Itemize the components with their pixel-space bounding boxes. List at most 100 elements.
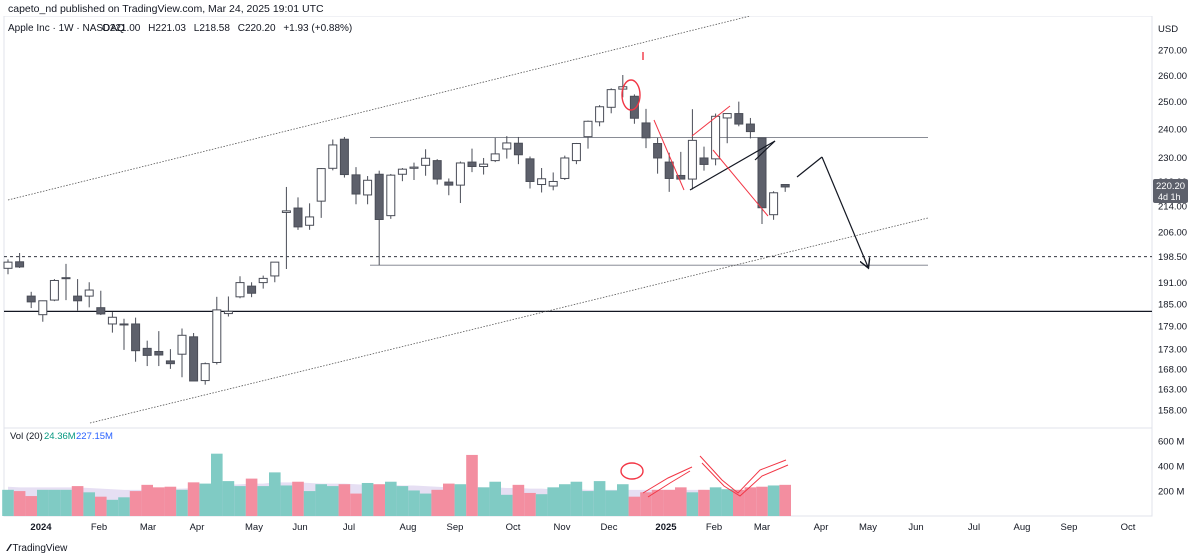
price-axis[interactable]: USD 270.00260.00250.00240.00230.00222.00…: [1158, 24, 1187, 417]
volume-bar: [628, 496, 641, 516]
candle: [502, 136, 512, 159]
legend-h-value: 221.03: [155, 23, 186, 34]
volume-bar: [176, 489, 188, 516]
candle-body: [258, 277, 268, 284]
volume-bar: [373, 484, 385, 516]
volume-tick-label: 600 M: [1158, 437, 1184, 448]
time-tick-label: Sep: [447, 522, 464, 533]
volume-red-lines-3: [699, 455, 787, 494]
candle-body: [606, 89, 616, 108]
candle: [49, 279, 59, 302]
candle: [513, 136, 523, 165]
candle-body: [641, 122, 651, 139]
last-price-tag: 220.20 4d 1h: [1153, 178, 1188, 203]
price-tick-label: 230.00: [1158, 153, 1187, 164]
volume-axis[interactable]: 600 M 400 M 200 M: [1158, 437, 1184, 498]
time-tick-label: 2024: [30, 522, 52, 533]
candle-body: [305, 216, 315, 226]
volume-legend-ma: 227.15M: [76, 431, 113, 442]
volume-bar: [593, 481, 606, 516]
legend: Apple Inc · 1W · NASDAQ O221.00 H221.03 …: [8, 23, 352, 34]
candle: [189, 333, 199, 382]
volume-bar: [408, 490, 420, 516]
candle-body: [247, 285, 257, 294]
bottom-bar: ⁄⁄ TradingView: [0, 539, 1200, 559]
candle-body: [154, 350, 164, 356]
candle: [200, 362, 210, 385]
volume-bar: [37, 489, 49, 516]
candle: [606, 88, 616, 114]
annotations: [7, 16, 929, 498]
volume-bar: [141, 484, 153, 516]
volume-bar: [512, 484, 525, 516]
candle: [212, 296, 222, 365]
candle-body: [363, 179, 373, 196]
volume-bar: [570, 481, 583, 516]
tradingview-logo[interactable]: ⁄⁄ TradingView: [8, 543, 67, 554]
volume-bar: [106, 499, 119, 516]
candle-body: [212, 309, 222, 363]
legend-c-label: C: [238, 23, 245, 34]
candle: [687, 109, 697, 190]
candle-body: [780, 184, 790, 188]
volume-legend: Vol (20) 24.36M 227.15M: [10, 431, 113, 442]
candle-body: [629, 95, 639, 119]
volume-bar: [257, 486, 269, 516]
candle-body: [142, 347, 152, 356]
price-tick-label: 191.00: [1158, 278, 1187, 289]
candle: [432, 159, 442, 185]
time-tick-label: Sep: [1061, 522, 1078, 533]
legend-l-label: L: [194, 23, 200, 34]
candle-body: [583, 120, 593, 138]
volume-bar: [245, 478, 258, 516]
red-trend-2: [691, 105, 731, 137]
candle: [409, 162, 419, 180]
candle-body: [96, 307, 106, 315]
candle-body: [84, 289, 94, 297]
volume-bar: [396, 486, 409, 516]
chart[interactable]: Apple Inc · 1W · NASDAQ O221.00 H221.03 …: [0, 16, 1200, 539]
volume-bar: [13, 491, 26, 516]
levels-layer: [4, 137, 1152, 312]
time-tick-label: Feb: [706, 522, 722, 533]
candle: [3, 259, 13, 275]
candle: [641, 108, 651, 149]
candle: [780, 184, 790, 192]
candle-body: [502, 142, 512, 150]
time-axis[interactable]: 2024 Feb Mar Apr May Jun Jul Aug Sep Oct Nov Dec 202…: [30, 522, 1135, 533]
candle: [571, 142, 581, 165]
candle-body: [490, 153, 500, 162]
volume-layer: [2, 453, 791, 516]
time-tick-label: Mar: [754, 522, 770, 533]
price-tick-label: 163.00: [1158, 385, 1187, 396]
candle-body: [595, 106, 605, 123]
price-tick-label: 214.00: [1158, 202, 1187, 213]
candle: [26, 291, 36, 309]
volume-bar: [222, 481, 235, 516]
volume-bar: [211, 453, 223, 516]
volume-bar: [675, 487, 687, 516]
volume-bar: [605, 490, 617, 516]
candle-body: [525, 158, 535, 182]
candle: [177, 328, 187, 378]
volume-bar: [466, 454, 478, 516]
legend-l-value: 218.58: [199, 23, 230, 34]
volume-bar: [582, 491, 594, 516]
price-tick-label: 173.00: [1158, 345, 1187, 356]
volume-bar: [443, 483, 455, 516]
legend-h-label: H: [148, 23, 155, 34]
candle: [131, 317, 141, 362]
candle-body: [223, 310, 233, 315]
volume-bar: [385, 481, 397, 516]
time-tick-label: Jul: [343, 522, 355, 533]
candle: [421, 149, 431, 176]
volume-bar: [199, 483, 211, 516]
volume-legend-label: Vol (20): [10, 431, 43, 442]
volume-bar: [327, 486, 339, 516]
volume-tick-label: 200 M: [1158, 487, 1184, 498]
candle-body: [676, 174, 686, 180]
candle: [73, 279, 83, 311]
candle: [769, 191, 779, 220]
time-tick-label: Jul: [968, 522, 980, 533]
candle: [270, 261, 280, 283]
